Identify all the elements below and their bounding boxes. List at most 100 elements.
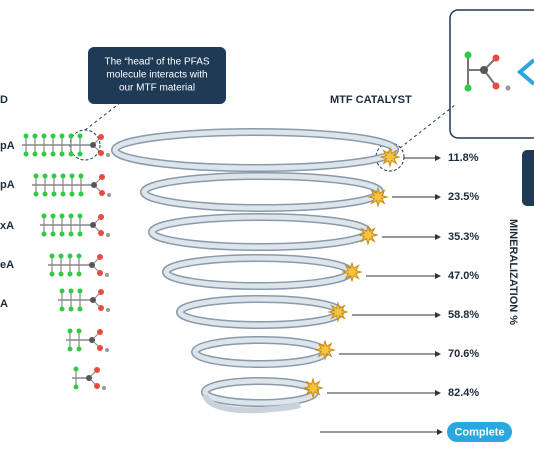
fluorine: [33, 191, 39, 197]
fluorine: [23, 151, 29, 157]
fluorine: [60, 191, 66, 197]
catalyst-star: [357, 224, 379, 246]
fluorine: [78, 191, 84, 197]
fluorine: [41, 213, 47, 219]
fluorine: [59, 306, 65, 312]
fluorine: [68, 151, 74, 157]
hydrogen: [105, 273, 109, 277]
molecule: [48, 253, 109, 277]
fluorine: [77, 151, 83, 157]
hydrogen: [106, 233, 110, 237]
connector: [84, 102, 121, 131]
molecule: [22, 133, 110, 157]
oxygen: [94, 367, 100, 373]
callout-text: our MTF material: [119, 83, 195, 94]
callout-text: The “head” of the PFAS: [104, 57, 209, 68]
fluorine: [42, 173, 48, 179]
fluorine: [76, 271, 82, 277]
percentage: 47.0%: [448, 270, 479, 282]
fluorine: [59, 213, 65, 219]
fluorine: [50, 151, 56, 157]
hydrogen: [105, 348, 109, 352]
fluorine: [50, 213, 56, 219]
fluorine: [41, 133, 47, 139]
oxygen: [94, 383, 100, 389]
fluorine: [49, 253, 55, 259]
fluorine: [51, 173, 57, 179]
percentage: 58.8%: [448, 309, 479, 321]
detail-molecule: [464, 51, 534, 92]
axis-label: MINERALIZATION %: [507, 219, 519, 325]
fluorine: [59, 288, 65, 294]
oxygen: [97, 270, 103, 276]
fluorine: [77, 306, 83, 312]
oxygen: [97, 345, 103, 351]
catalyst-star: [341, 261, 363, 283]
catalyst-star: [327, 301, 349, 323]
fluorine: [67, 328, 73, 334]
molecule: [58, 288, 110, 312]
molecule: [40, 213, 110, 237]
carbon: [90, 222, 96, 228]
fluorine: [68, 231, 74, 237]
fluorine: [68, 213, 74, 219]
oxygen: [99, 190, 105, 196]
fluorine: [41, 231, 47, 237]
fluorine: [68, 133, 74, 139]
fluorine: [77, 288, 83, 294]
carbon: [89, 337, 95, 343]
spiral-ring: [163, 255, 353, 289]
fluorine: [58, 271, 64, 277]
fluorine: [76, 346, 82, 352]
percentage: 70.6%: [448, 348, 479, 360]
percentage: 11.8%: [448, 152, 479, 164]
hydrogen: [106, 153, 110, 157]
fluorine: [41, 151, 47, 157]
fluorine: [67, 253, 73, 259]
oxygen: [98, 214, 104, 220]
spiral-end: [202, 393, 301, 414]
oxygen: [98, 305, 104, 311]
connector: [399, 104, 456, 149]
catalyst-star: [367, 186, 389, 208]
callout-box: [88, 47, 226, 104]
catalyst-star: [379, 146, 401, 168]
compound-label: pA: [0, 179, 15, 191]
fluorine: [77, 231, 83, 237]
molecule: [72, 366, 106, 390]
fluorine: [76, 253, 82, 259]
fluorine: [50, 231, 56, 237]
oxygen: [98, 230, 104, 236]
carbon: [86, 375, 92, 381]
carbon: [89, 262, 95, 268]
fluorine: [77, 213, 83, 219]
fluorine: [69, 191, 75, 197]
fluorine: [32, 133, 38, 139]
spiral-ring: [112, 129, 398, 171]
fluorine: [49, 271, 55, 277]
percentage: 35.3%: [448, 231, 479, 243]
fluorine: [78, 173, 84, 179]
hydrogen: [107, 193, 111, 197]
fluorine: [58, 253, 64, 259]
hydrogen: [102, 386, 106, 390]
fluorine: [73, 366, 79, 372]
fluorine: [60, 173, 66, 179]
fluorine: [59, 231, 65, 237]
molecule: [66, 328, 109, 352]
carbon: [91, 182, 97, 188]
carbon: [90, 297, 96, 303]
catalyst-star: [302, 377, 324, 399]
fluorine: [73, 384, 79, 390]
percentage: 82.4%: [448, 387, 479, 399]
fluorine: [59, 151, 65, 157]
fluorine: [68, 288, 74, 294]
fluorine: [23, 133, 29, 139]
compound-label: eA: [0, 259, 14, 271]
fluorine: [50, 133, 56, 139]
oxygen: [98, 134, 104, 140]
catalyst-label: MTF CATALYST: [330, 94, 412, 106]
spiral-ring: [149, 214, 371, 250]
compound-label: A: [0, 298, 8, 310]
